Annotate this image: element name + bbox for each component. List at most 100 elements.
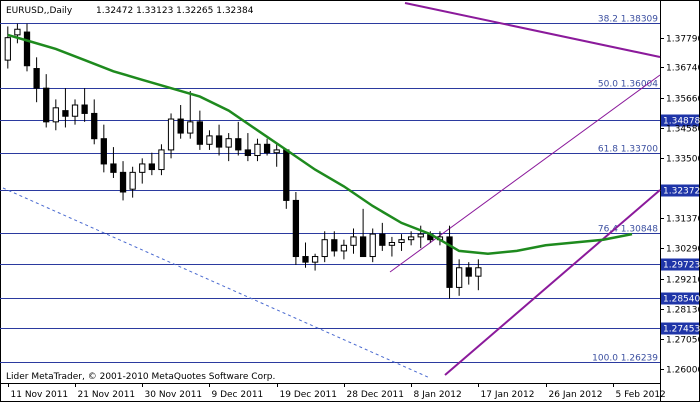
candle-body: [14, 28, 21, 36]
candle-body: [283, 149, 290, 201]
fib-label: 50.0 1.36004: [598, 80, 658, 90]
date-tick-label: 17 Jan 2012: [481, 390, 535, 400]
price-tag-label: 1.32372: [663, 187, 700, 197]
date-tick-label: 26 Jan 2012: [549, 390, 603, 400]
price-tick-label: 1.26000: [666, 366, 700, 376]
candle-body: [369, 233, 376, 258]
price-tick-label: 1.30290: [666, 245, 700, 255]
price-tag-label: 1.29723: [663, 261, 700, 271]
candle-body: [388, 242, 396, 246]
price-tag-label: 1.28540: [663, 295, 700, 305]
candle-body: [215, 135, 223, 148]
symbol-label: EURUSD,,Daily: [6, 6, 73, 16]
price-tag: [661, 114, 699, 127]
candles: [4, 23, 482, 299]
time-axis: 11 Nov 2011 21 Nov 2011 30 Nov 2011 9 Dec 2…: [8, 383, 666, 400]
candle-body: [81, 104, 88, 114]
channel-upper-line: [389, 74, 661, 273]
candle-body: [321, 239, 328, 258]
date-tick-label: 9 Dec 2011: [212, 390, 264, 400]
price-tick-label: 1.36740: [666, 64, 700, 74]
price-tag: [661, 184, 699, 197]
resistance-trendline: [404, 2, 661, 58]
candle-body: [206, 135, 213, 145]
date-tick-label: 30 Nov 2011: [145, 390, 203, 400]
candle-body: [23, 31, 31, 67]
candle-body: [100, 138, 107, 165]
candle-body: [71, 104, 79, 117]
price-tick-label: 1.34580: [666, 125, 700, 135]
candle-body: [407, 236, 415, 241]
date-tick-label: 8 Jan 2012: [414, 390, 462, 400]
horizontal-levels: 38.2 1.38309 50.0 1.36004 1.34878 61.8 1.33…: [0, 15, 700, 364]
candle-body: [110, 163, 117, 173]
price-tag-label: 1.34878: [663, 117, 700, 127]
trend-lines: [2, 2, 661, 379]
fib-label: 38.2 1.38309: [598, 15, 658, 25]
candle-body: [254, 143, 261, 157]
moving-average-line: [7, 33, 633, 255]
candle-body: [455, 267, 463, 288]
price-tag-label: 1.27453: [663, 325, 700, 335]
price-tick-label: 1.31370: [666, 215, 700, 225]
ohlc-label: 1.32472 1.33123 1.32265 1.32384: [96, 6, 254, 16]
date-tick-label: 21 Nov 2011: [78, 390, 136, 400]
candle-body: [91, 112, 98, 140]
price-tick-label: 1.33500: [666, 155, 700, 165]
candle-body: [379, 233, 386, 246]
candle-body: [52, 107, 59, 123]
candle-body: [158, 149, 165, 171]
candle-body: [244, 149, 252, 157]
candle-body: [465, 267, 472, 277]
candle-body: [311, 256, 319, 263]
candle-body: [225, 138, 232, 148]
candle-body: [302, 256, 309, 263]
price-tick-label: 1.28130: [666, 306, 700, 316]
candle-body: [4, 37, 11, 61]
channel-lower-line: [444, 189, 661, 376]
price-tick-label: 1.37790: [666, 35, 700, 45]
price-tick-label: 1.27050: [666, 336, 700, 346]
candle-body: [196, 121, 204, 145]
candle-body: [398, 239, 405, 244]
candle-body: [359, 236, 367, 258]
date-tick-label: 11 Nov 2011: [11, 390, 69, 400]
candle-body: [43, 87, 50, 123]
candle-body: [235, 138, 242, 151]
price-tick-label: 1.29210: [666, 276, 700, 286]
copyright-label: Lider MetaTrader, © 2001-2010 MetaQuotes…: [6, 372, 275, 382]
candle-body: [331, 239, 338, 252]
price-tag: [661, 292, 699, 305]
candle-body: [446, 236, 453, 288]
candle-body: [273, 149, 280, 154]
candle-body: [148, 163, 155, 171]
candle-body: [119, 171, 127, 193]
price-tag: [661, 258, 699, 271]
candle-body: [187, 121, 194, 134]
candle-body: [475, 267, 482, 277]
moving-average: [7, 33, 633, 255]
candle-body: [350, 236, 357, 246]
fib-label: 100.0 1.26239: [592, 354, 658, 364]
date-tick-label: 19 Dec 2011: [280, 390, 338, 400]
fib-label: 76.4 1.30848: [598, 225, 658, 235]
candle-body: [129, 171, 136, 190]
price-tag: [661, 322, 699, 335]
candle-body: [139, 163, 146, 173]
candle-body: [167, 118, 175, 151]
date-tick-label: 5 Feb 2012: [616, 390, 666, 400]
fib-label: 61.8 1.33700: [598, 145, 658, 155]
date-tick-label: 28 Dec 2011: [347, 390, 405, 400]
candle-body: [263, 143, 271, 154]
candle-body: [340, 244, 348, 252]
candle-body: [62, 110, 69, 117]
candle-body: [177, 118, 184, 134]
candle-body: [417, 233, 424, 238]
price-tick-label: 1.35660: [666, 95, 700, 105]
candle-body: [33, 68, 40, 89]
price-axis: 1.37790 1.36740 1.35660 1.34580 1.33500 1.313…: [660, 35, 700, 376]
candle-body: [292, 199, 300, 258]
